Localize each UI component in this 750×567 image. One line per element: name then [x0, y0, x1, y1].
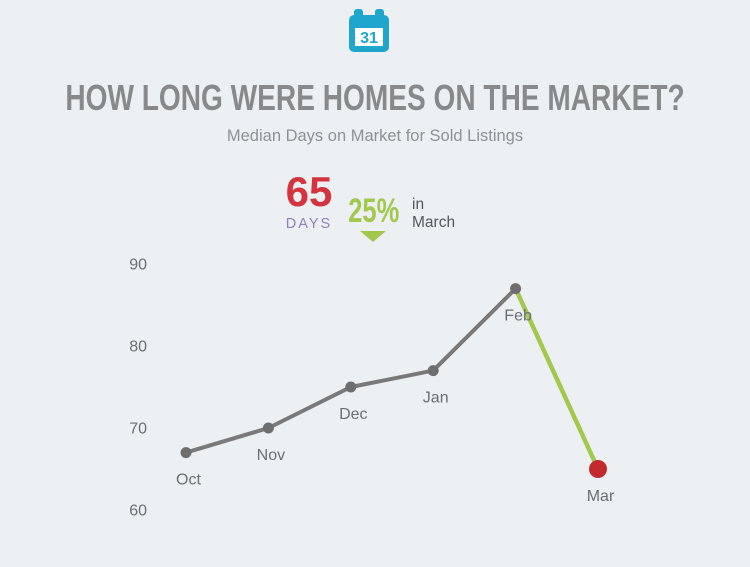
- page-title: HOW LONG WERE HOMES ON THE MARKET?: [65, 77, 685, 118]
- change-period: in March: [412, 196, 455, 232]
- chart-point-feb: [510, 283, 522, 295]
- chart-point-oct: [180, 447, 192, 459]
- stat-median-days: 65 DAYS: [283, 171, 335, 232]
- chart-point-nov: [262, 422, 274, 434]
- down-arrow-icon: [360, 231, 386, 242]
- change-period-line1: in: [412, 196, 425, 213]
- chart-point-jan: [427, 365, 439, 377]
- month-label-jan: Jan: [423, 390, 449, 407]
- y-axis-tick-60: 60: [129, 503, 147, 520]
- month-label-feb: Feb: [504, 308, 532, 325]
- percent-change-value: 25%: [348, 192, 400, 230]
- y-axis-tick-90: 90: [129, 257, 147, 274]
- calendar-day-number: 31: [360, 30, 378, 47]
- chart-segment: [266, 385, 353, 430]
- stat-percent-change: 25%: [340, 194, 406, 242]
- month-label-dec: Dec: [339, 406, 367, 423]
- month-label-oct: Oct: [176, 472, 201, 489]
- chart-segment-highlight: [513, 286, 601, 472]
- calendar-icon: 31: [346, 8, 392, 60]
- chart-segment: [184, 426, 271, 455]
- median-days-unit: DAYS: [285, 216, 333, 232]
- calendar-date-window: [355, 28, 383, 46]
- title-row: HOW LONG WERE HOMES ON THE MARKET?: [0, 80, 750, 116]
- month-label-nov: Nov: [257, 447, 285, 464]
- month-label-mar: Mar: [587, 488, 615, 505]
- chart-point-dec: [345, 381, 357, 393]
- y-axis-tick-80: 80: [129, 339, 147, 356]
- chart-point-mar: [589, 460, 607, 478]
- subtitle-row: Median Days on Market for Sold Listings: [0, 128, 750, 146]
- y-axis-tick-70: 70: [129, 421, 147, 438]
- change-period-line2: March: [412, 214, 456, 231]
- median-days-value: 65: [285, 168, 333, 215]
- chart-subtitle: Median Days on Market for Sold Listings: [226, 127, 524, 145]
- chart-segment: [431, 286, 518, 373]
- chart-segment: [348, 368, 436, 389]
